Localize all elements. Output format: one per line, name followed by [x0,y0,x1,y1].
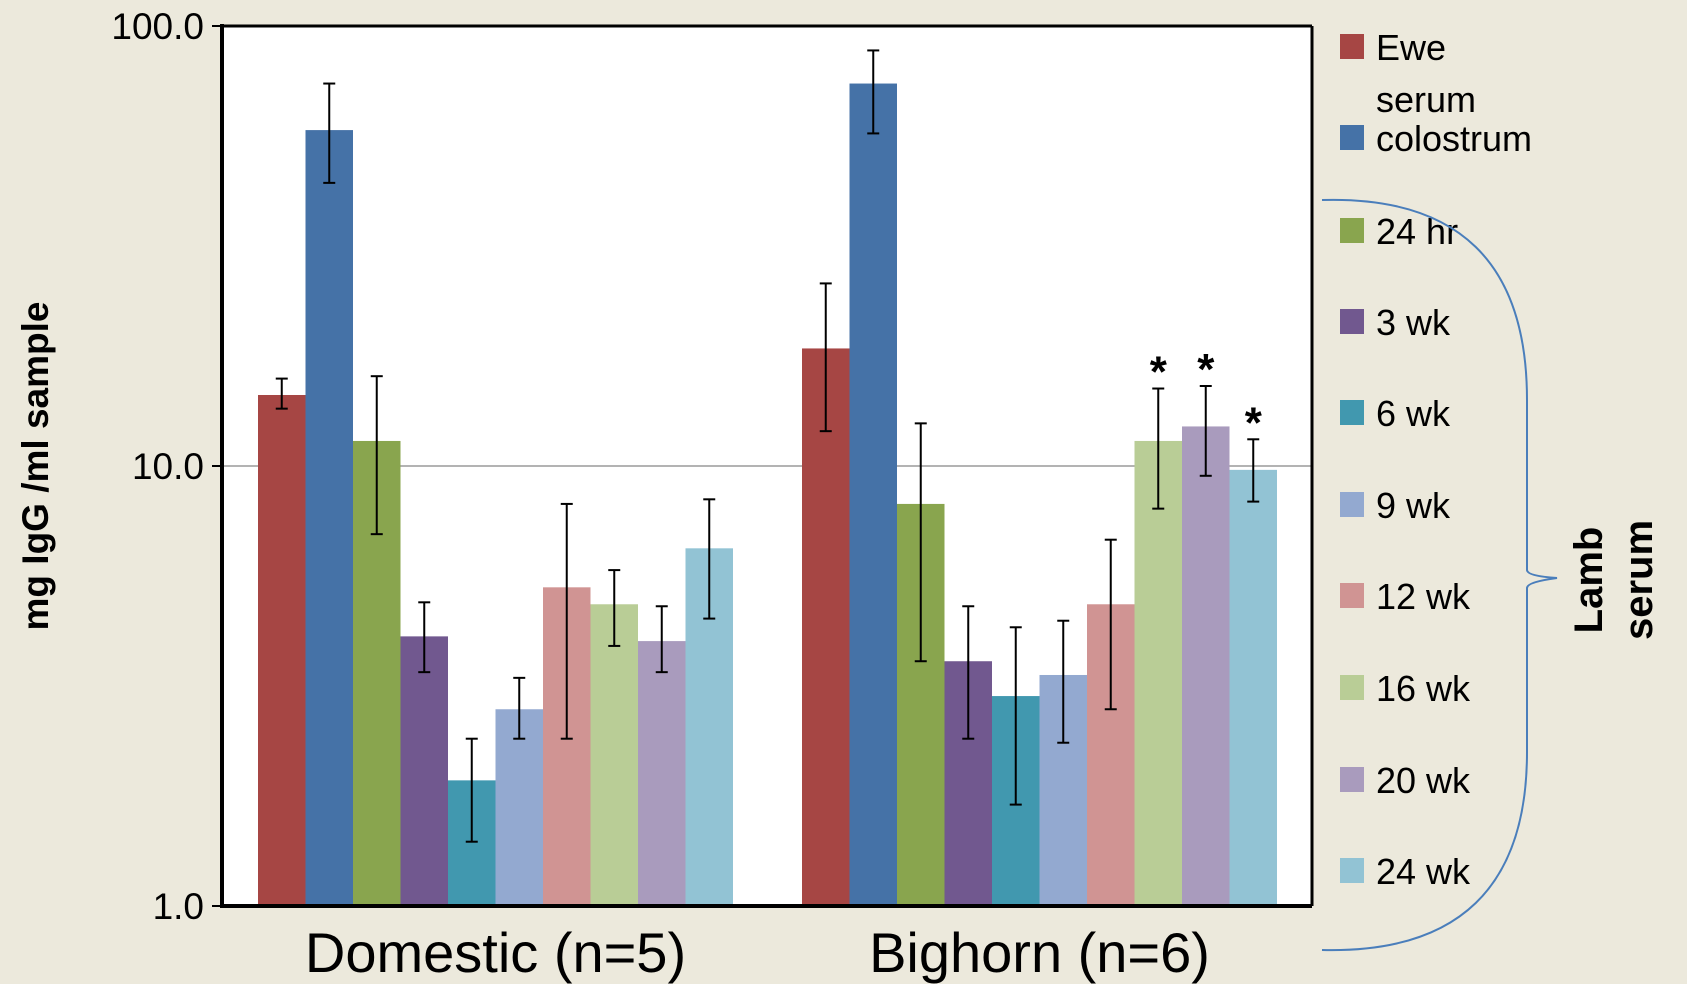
bar [1182,426,1230,906]
legend-label: 3 wk [1376,302,1451,343]
bar [258,394,306,906]
significance-star: * [1245,398,1263,447]
x-category-label: Bighorn (n=6) [869,921,1210,984]
legend-label: 24 hr [1376,211,1458,252]
bar [849,83,897,907]
bar [1229,469,1277,906]
legend-swatch [1340,309,1364,334]
legend-swatch [1340,767,1364,792]
bar [495,709,543,906]
legend-label: 20 wk [1376,760,1471,801]
bar [1134,440,1182,906]
legend-swatch [1340,125,1364,150]
bar [305,130,353,907]
legend-swatch [1340,492,1364,517]
y-tick-label: 100.0 [111,6,204,47]
legend-swatch [1340,400,1364,425]
legend-label: Ewe [1376,27,1446,68]
y-axis-title: mg IgG /ml sample [15,302,56,631]
legend-label: 12 wk [1376,576,1471,617]
legend-swatch [1340,858,1364,883]
bar [638,641,686,906]
legend-swatch [1340,583,1364,608]
legend-swatch [1340,218,1364,243]
legend-swatch [1340,675,1364,700]
legend-label: 16 wk [1376,668,1471,709]
bar [590,604,638,906]
legend-label: 9 wk [1376,485,1451,526]
legend-label: colostrum [1376,118,1532,159]
bar [802,348,850,906]
significance-star: * [1150,348,1168,397]
bar [400,636,448,906]
x-category-label: Domestic (n=5) [305,921,686,984]
legend-label: serum [1376,79,1476,120]
legend-swatch [1340,34,1364,59]
lamb-serum-bracket [1321,198,1558,952]
bracket-label: Lamb [1567,527,1611,634]
legend-label: 6 wk [1376,393,1451,434]
y-tick-label: 1.0 [153,886,204,927]
significance-star: * [1197,345,1215,394]
legend-label: 24 wk [1376,851,1471,892]
y-tick-label: 10.0 [132,446,204,487]
bracket-label: serum [1617,520,1661,640]
